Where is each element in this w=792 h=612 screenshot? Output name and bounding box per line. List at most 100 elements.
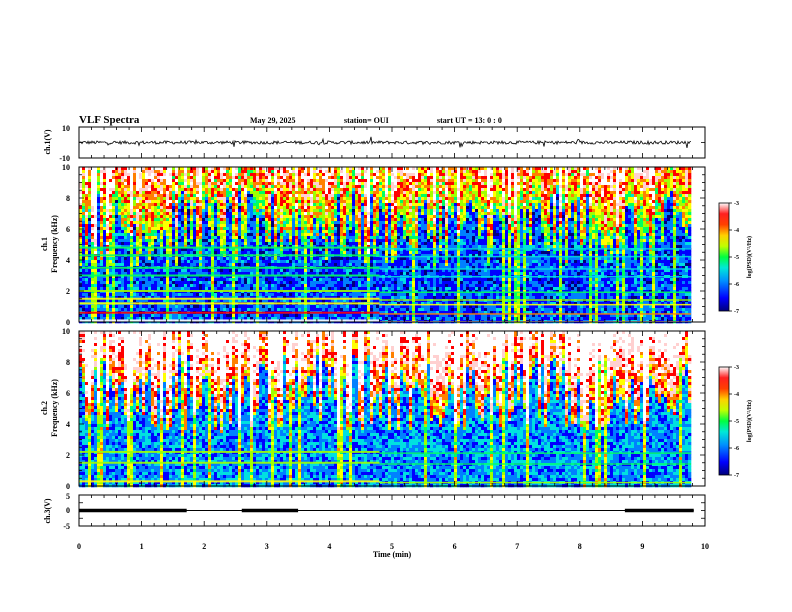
spectrogram-cell [316,182,319,185]
spectrogram-cell [268,239,271,242]
spectrogram-cell [163,293,166,296]
spectrogram-cell [301,230,304,233]
spectrogram-cell [229,206,232,209]
spectrogram-cell [280,305,283,308]
spectrogram-cell [358,230,361,233]
spectrogram-cell [100,212,103,215]
spectrogram-cell [103,257,106,260]
spectrogram-cell [346,206,349,209]
spectrogram-cell [82,200,85,203]
spectrogram-cell [358,200,361,203]
spectrogram-cell [121,194,124,197]
spectrogram-cell [316,278,319,281]
spectrogram-cell [331,242,334,245]
spectrogram-cell [307,218,310,221]
spectrogram-cell [121,239,124,242]
spectrogram-cell [313,278,316,281]
spectrogram-cell [139,293,142,296]
spectrogram-cell [265,260,268,263]
spectrogram-cell [100,233,103,236]
spectrogram-cell [346,173,349,176]
spectrogram-cell [304,305,307,308]
spectrogram-cell [304,239,307,242]
spectrogram-cell [277,203,280,206]
spectrogram-cell [247,221,250,224]
spectrogram-cell [328,293,331,296]
spectrogram-cell [229,230,232,233]
spectrogram-cell [85,305,88,308]
spectrogram-cell [139,194,142,197]
spectrogram-cell [166,242,169,245]
spectrogram-cell [334,188,337,191]
spectrogram-cell [205,191,208,194]
spectrogram-cell [229,287,232,290]
spectrogram-cell [190,218,193,221]
spectrogram-cell [220,278,223,281]
spectrogram-cell [262,236,265,239]
spectrogram-cell [253,284,256,287]
spectrogram-cell [355,185,358,188]
spectrogram-cell [250,197,253,200]
spectrogram-cell [226,293,229,296]
spectrogram-cell [166,200,169,203]
spectrogram-cell [256,263,259,266]
spectrogram-cell [280,287,283,290]
spectrogram-cell [184,179,187,182]
spectrogram-cell [238,197,241,200]
spectrogram-cell [82,263,85,266]
spectrogram-cell [271,284,274,287]
spectrogram-cell [313,197,316,200]
spectrogram-cell [121,197,124,200]
spectrogram-cell [301,314,304,317]
spectrogram-cell [214,269,217,272]
spectrogram-cell [349,212,352,215]
spectrogram-cell [190,224,193,227]
spectrogram-cell [334,236,337,239]
spectrogram-cell [253,278,256,281]
spectrogram-cell [130,230,133,233]
spectrogram-cell [82,218,85,221]
spectrogram-cell [301,173,304,176]
spectrogram-cell [235,227,238,230]
spectrogram-cell [172,293,175,296]
spectrogram-cell [322,173,325,176]
spectrogram-cell [328,278,331,281]
spectrogram-cell [214,284,217,287]
spectrogram-cell [133,257,136,260]
spectrogram-cell [106,278,109,281]
spectrogram-cell [298,209,301,212]
spectrogram-cell [265,269,268,272]
spectrogram-cell [211,179,214,182]
spectrogram-cell [106,179,109,182]
spectrogram-cell [223,206,226,209]
spectrogram-cell [283,218,286,221]
spectrogram-cell [193,281,196,284]
spectrogram-cell [337,251,340,254]
spectrogram-cell [328,182,331,185]
spectrogram-cell [283,239,286,242]
spectrogram-cell [349,197,352,200]
spectrogram-cell [187,257,190,260]
spectrogram-cell [358,197,361,200]
spectrogram-cell [202,281,205,284]
spectrogram-cell [220,209,223,212]
spectrogram-cell [283,221,286,224]
spectrogram-cell [106,203,109,206]
spectrogram-cell [184,200,187,203]
spectrogram-cell [340,221,343,224]
spectrogram-cell [88,305,91,308]
spectrogram-cell [313,209,316,212]
spectrogram-cell [346,281,349,284]
spectrogram-cell [304,182,307,185]
spectrogram-cell [310,209,313,212]
spectrogram-cell [103,191,106,194]
spectrogram-cell [211,197,214,200]
spectrogram-cell [235,185,238,188]
spectrogram-cell [283,305,286,308]
spectrogram-cell [319,251,322,254]
spectrogram-cell [304,176,307,179]
spectrogram-cell [250,251,253,254]
spectrogram-cell [244,194,247,197]
spectrogram-cell [217,260,220,263]
spectrogram-cell [253,227,256,230]
